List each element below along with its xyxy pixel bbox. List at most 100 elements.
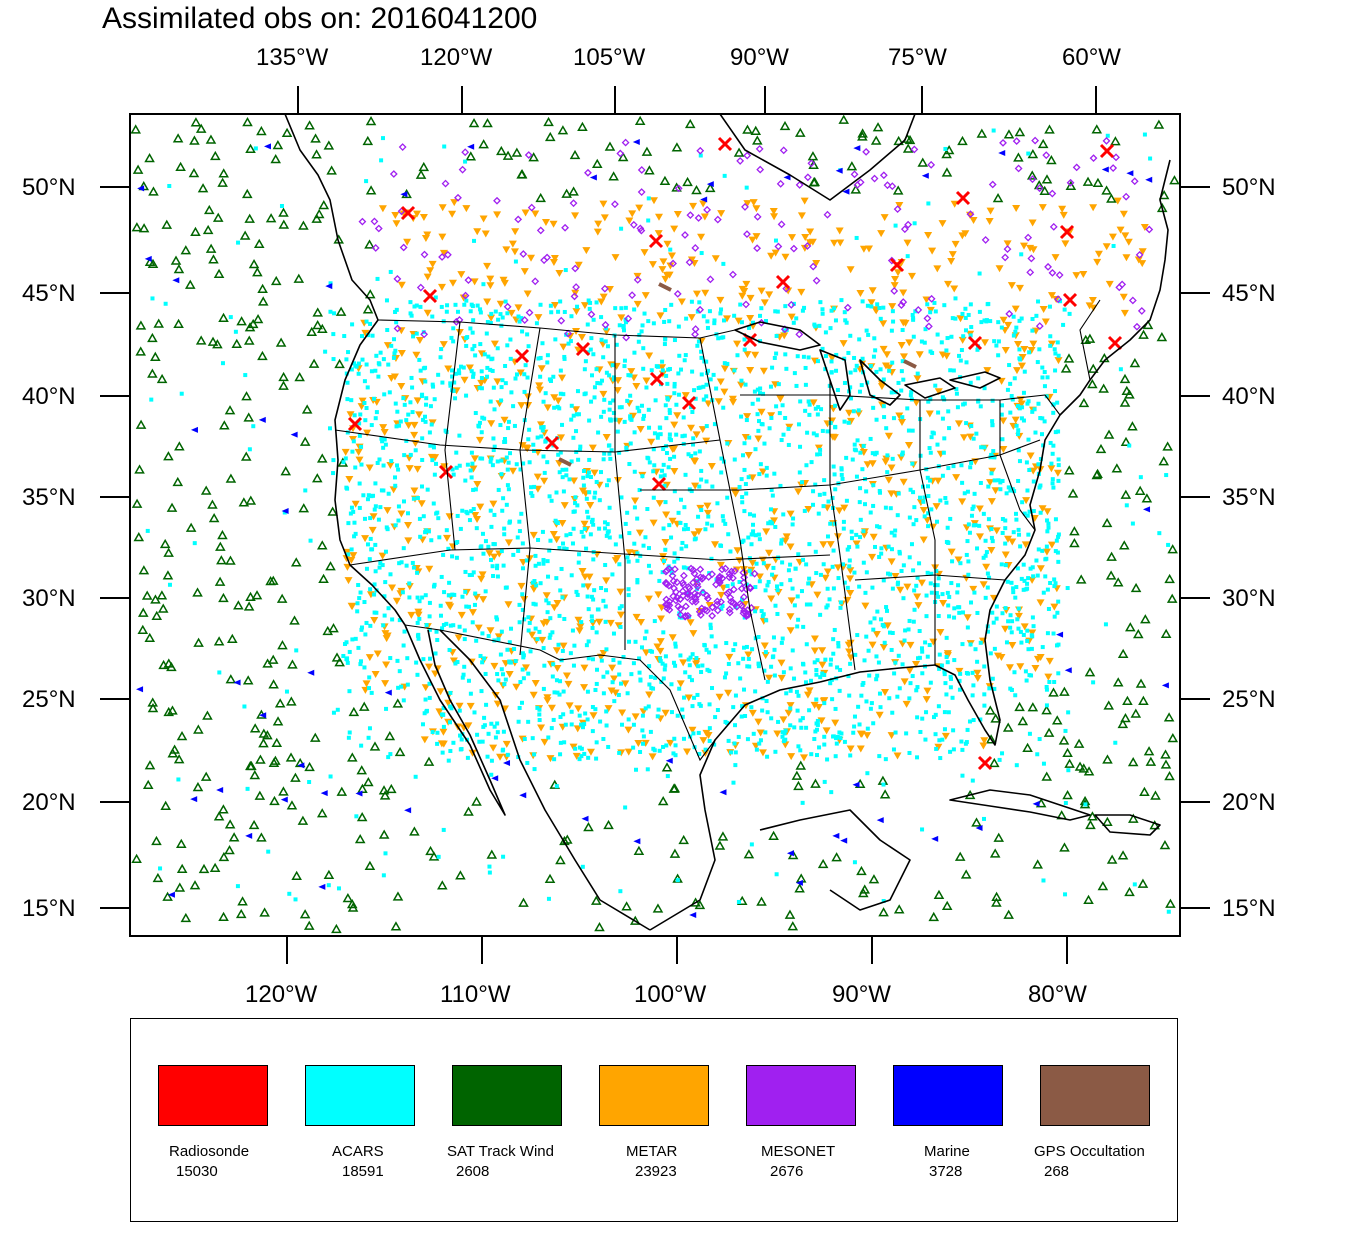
acars-marker (669, 535, 674, 540)
acars-marker (599, 470, 604, 475)
metar-marker (1113, 197, 1122, 205)
acars-marker (740, 597, 745, 602)
acars-marker (383, 580, 388, 585)
acars-marker (722, 173, 727, 178)
acars-marker (457, 433, 462, 438)
acars-marker (469, 475, 474, 480)
marine-marker (581, 815, 589, 822)
mesonet-marker (564, 329, 573, 338)
mesonet-marker (671, 596, 680, 605)
sat-track-wind-marker (200, 485, 212, 495)
metar-marker (1120, 309, 1129, 317)
metar-marker (1036, 653, 1045, 661)
acars-marker (925, 475, 930, 480)
sat-track-wind-marker (142, 779, 154, 790)
acars-marker (571, 435, 576, 440)
radiosonde-marker (347, 416, 363, 432)
acars-marker (619, 495, 624, 500)
acars-marker (1011, 333, 1016, 338)
acars-marker (623, 305, 628, 310)
acars-marker (430, 382, 435, 387)
acars-marker (664, 416, 669, 421)
acars-marker (1003, 518, 1008, 523)
acars-marker (516, 314, 521, 319)
acars-marker (414, 331, 419, 336)
metar-marker (371, 670, 380, 678)
acars-marker (988, 651, 993, 656)
acars-marker (378, 350, 383, 355)
mesonet-marker (393, 324, 402, 333)
metar-marker (1017, 362, 1026, 370)
mesonet-marker (779, 146, 788, 155)
acars-marker (496, 637, 501, 642)
acars-marker (411, 496, 416, 501)
acars-marker (560, 541, 565, 546)
acars-marker (1011, 530, 1016, 535)
marine-marker (263, 143, 271, 150)
sat-track-wind-marker (369, 741, 381, 751)
acars-marker (374, 610, 379, 615)
metar-marker (351, 500, 360, 508)
acars-marker (553, 337, 558, 342)
acars-marker (364, 179, 369, 184)
metar-marker (1001, 551, 1010, 559)
acars-marker (490, 564, 495, 569)
acars-marker (505, 467, 510, 472)
metar-marker (794, 488, 803, 496)
acars-marker (671, 751, 676, 756)
acars-marker (485, 365, 490, 370)
metar-marker (973, 669, 982, 677)
acars-marker (1066, 768, 1071, 773)
acars-marker (641, 413, 646, 418)
metar-marker (779, 716, 788, 724)
metar-marker (562, 672, 571, 680)
marine-marker (325, 283, 333, 290)
metar-marker (1051, 254, 1060, 262)
mesonet-marker (699, 588, 707, 597)
mesonet-marker (812, 276, 821, 285)
acars-marker (470, 461, 475, 466)
acars-marker (649, 686, 654, 691)
acars-marker (347, 649, 352, 654)
acars-marker (656, 707, 661, 712)
acars-marker (668, 247, 673, 252)
acars-marker (374, 353, 379, 358)
acars-marker (373, 368, 378, 373)
acars-marker (353, 636, 358, 641)
acars-marker (478, 310, 483, 315)
acars-marker (1056, 478, 1061, 483)
political-borders (334, 299, 1101, 762)
acars-marker (890, 630, 895, 635)
acars-marker (758, 391, 763, 396)
acars-marker (1166, 909, 1171, 914)
legend-swatch (452, 1065, 562, 1126)
acars-marker (792, 725, 797, 730)
acars-marker (848, 370, 853, 375)
acars-marker (693, 396, 698, 401)
sat-track-wind-marker (203, 204, 215, 215)
sat-track-wind-marker (163, 451, 174, 461)
acars-marker (595, 667, 600, 672)
mesonet-marker (743, 151, 752, 160)
acars-marker (808, 602, 813, 607)
mesonet-marker (452, 317, 461, 326)
sat-track-wind-marker (1041, 174, 1053, 184)
acars-marker (716, 336, 721, 341)
acars-marker (889, 328, 894, 333)
metar-marker (846, 745, 855, 753)
acars-marker (521, 461, 526, 466)
radiosonde-marker (400, 205, 416, 221)
metar-marker (537, 421, 546, 429)
metar-marker (1088, 296, 1097, 304)
sat-track-wind-marker (298, 220, 309, 230)
acars-marker (531, 601, 536, 606)
sat-track-wind-marker (678, 834, 689, 845)
metar-marker (602, 434, 611, 442)
acars-marker (505, 343, 510, 348)
sat-track-wind-marker (209, 862, 221, 872)
sat-track-wind-marker (1058, 735, 1070, 745)
acars-marker (632, 469, 637, 474)
acars-marker (935, 519, 940, 524)
acars-marker (940, 473, 945, 478)
metar-marker (836, 239, 845, 247)
